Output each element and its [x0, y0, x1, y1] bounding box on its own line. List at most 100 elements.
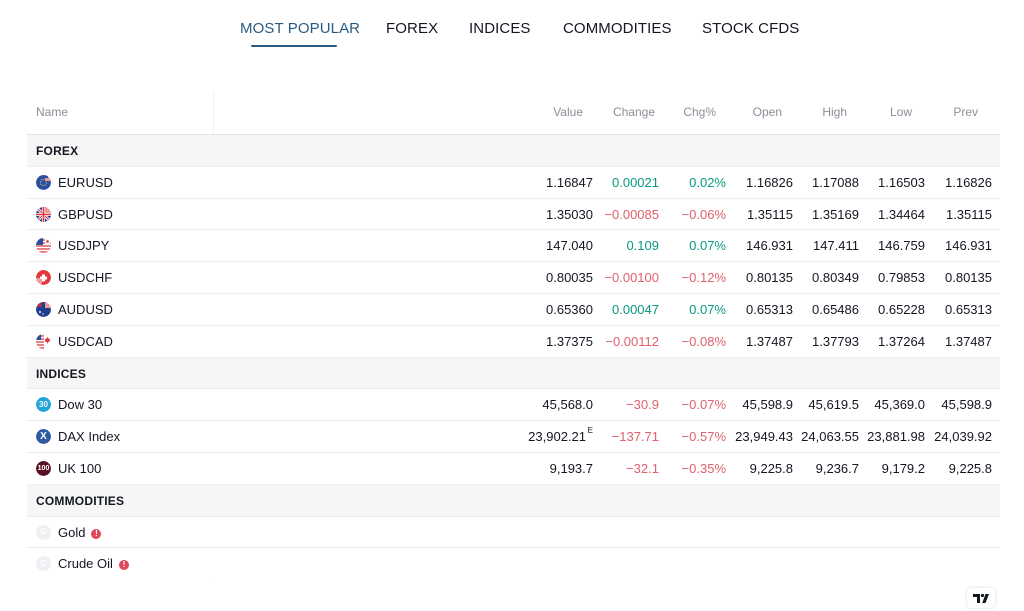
- cell-value: 0.00021: [612, 174, 659, 190]
- table-row[interactable]: AUDUSD 0.65360 0.00047 0.07% 0.65313 0.65486 0…: [27, 293, 1000, 326]
- cell-change: −0.00112: [605, 334, 659, 349]
- table-row[interactable]: 100 UK 100 9,193.7 −32.1 −0.35% 9,225.8 9,236.…: [27, 452, 1000, 485]
- cell-open: 0.65313: [746, 302, 793, 317]
- quotes-table: Name Value Change Chg% Open High Low Pre…: [27, 92, 1000, 582]
- cell-chg-pct: −0.06%: [682, 207, 726, 222]
- cell-value: 0.80035: [546, 270, 593, 286]
- table-row[interactable]: GBPUSD 1.35030 −0.00085 −0.06% 1.35115 1.3516…: [27, 198, 1000, 231]
- cell-value: −0.00112: [605, 333, 659, 349]
- header-open[interactable]: Open: [752, 105, 782, 119]
- symbol-label: USDCHF: [58, 270, 113, 286]
- table-row[interactable]: USDCAD 1.37375 −0.00112 −0.08% 1.37487 1.3779…: [27, 325, 1000, 358]
- symbol-label: Dow 30: [58, 397, 103, 413]
- cell-chg-pct: −0.57%: [682, 429, 726, 444]
- tab-stock-cfds[interactable]: STOCK CFDS: [702, 20, 800, 37]
- cell-value: −0.00085: [604, 206, 659, 222]
- header-high[interactable]: High: [822, 105, 847, 119]
- header-chg-pct[interactable]: Chg%: [683, 105, 716, 119]
- header-low[interactable]: Low: [889, 105, 912, 119]
- cell-open: 0.80135: [746, 270, 793, 285]
- symbol-label: AUDUSD: [58, 301, 113, 317]
- cell-value: 1.16826: [945, 174, 992, 190]
- symbol-name[interactable]: Crude Oil!: [58, 556, 129, 571]
- cell-low: 45,369.0: [874, 397, 925, 412]
- header-prev[interactable]: Prev: [953, 105, 978, 119]
- cell-change: −30.9: [626, 397, 659, 412]
- symbol-name[interactable]: UK 100: [58, 461, 101, 476]
- symbol-name[interactable]: Gold!: [58, 525, 102, 540]
- cell-open: 23,949.43: [735, 429, 793, 444]
- cell-high: 0.80349: [812, 270, 859, 285]
- section-label: INDICES: [36, 366, 87, 381]
- us-ca-flag-icon: [36, 333, 51, 349]
- cell-value: 45,598.9: [941, 397, 992, 413]
- cell-prev: 45,598.9: [941, 397, 992, 412]
- cell-value: 0.65486: [812, 301, 859, 317]
- cell-value: 146.931: [945, 238, 992, 254]
- cell-change: −32.1: [626, 461, 659, 476]
- cell-low: 146.759: [878, 238, 925, 253]
- cell-chg-pct: −0.08%: [682, 334, 726, 349]
- cell-value: 45,568.0: [542, 397, 593, 413]
- us-ch-flag-icon: [36, 270, 51, 286]
- cell-value: 0.07%: [689, 238, 726, 254]
- cell-chg-pct: 0.02%: [689, 175, 726, 190]
- header-change[interactable]: Change: [612, 105, 655, 119]
- cell-value: 9,236.7: [815, 460, 859, 476]
- tab-commodities[interactable]: COMMODITIES: [563, 20, 672, 37]
- cell-value: 24,063.55: [801, 429, 859, 445]
- icon-text: X: [36, 429, 51, 445]
- table-row[interactable]: C Crude Oil!: [27, 548, 1000, 581]
- warning-icon[interactable]: !: [118, 560, 129, 571]
- cell-high: 1.35169: [812, 207, 859, 222]
- gb-us-flag-icon: [36, 206, 51, 222]
- gold-placeholder-icon: G: [36, 524, 51, 540]
- section-label: FOREX: [36, 144, 79, 158]
- cell-value: 24,039.92: [934, 429, 992, 445]
- tab-indices[interactable]: INDICES: [469, 20, 531, 37]
- tradingview-logo-icon[interactable]: [967, 588, 995, 608]
- symbol-name[interactable]: USDJPY: [58, 238, 109, 253]
- table-row[interactable]: USDCHF 0.80035 −0.00100 −0.12% 0.80135 0.8034…: [27, 262, 1000, 294]
- section-indices: INDICES: [27, 357, 1000, 390]
- cell-change: −137.71: [612, 429, 659, 444]
- active-tab-indicator: [251, 45, 337, 47]
- cell-value: 23,881.98: [867, 429, 925, 445]
- symbol-label: GBPUSD: [58, 206, 113, 222]
- cell-value: 23,902.21 E: [528, 426, 593, 444]
- table-row[interactable]: EURUSD 1.16847 0.00021 0.02% 1.16826 1.17088 1…: [27, 166, 1000, 199]
- symbol-name[interactable]: GBPUSD: [58, 207, 113, 222]
- cell-value: 9,225.8: [749, 460, 793, 476]
- cell-value: 0.00047: [612, 301, 659, 317]
- symbol-name[interactable]: USDCHF: [58, 270, 112, 285]
- table-row[interactable]: 30 Dow 30 45,568.0 −30.9 −0.07% 45,598.9 45,61…: [27, 389, 1000, 422]
- cell-change: 0.00021: [612, 175, 659, 190]
- symbol-name[interactable]: Dow 30: [58, 397, 102, 412]
- cell-low: 1.34464: [878, 207, 925, 222]
- symbol-name[interactable]: AUDUSD: [58, 302, 113, 317]
- cell-value: 1.37487: [746, 333, 793, 349]
- section-commodities: COMMODITIES: [27, 484, 1000, 517]
- cell-value: 1.17088: [812, 174, 859, 190]
- warning-icon[interactable]: !: [91, 528, 102, 539]
- cell-value: 0.65313: [746, 301, 793, 317]
- cell-value: 0.79853: [878, 270, 925, 286]
- symbol-name[interactable]: EURUSD: [58, 175, 113, 190]
- table-row[interactable]: X DAX Index 23,902.21 E −137.71 −0.57% 23,949.…: [27, 421, 1000, 453]
- header-value[interactable]: Value: [553, 105, 583, 119]
- symbol-name[interactable]: DAX Index: [58, 429, 120, 444]
- dax-icon: X: [36, 429, 51, 445]
- cell-low: 1.37264: [878, 334, 925, 349]
- cell-low: 0.65228: [878, 302, 925, 317]
- table-row[interactable]: USDJPY 147.040 0.109 0.07% 146.931 147.411 146…: [27, 230, 1000, 263]
- header-name[interactable]: Name: [36, 105, 69, 119]
- cell-value: 146.759: [878, 238, 925, 254]
- symbol-name[interactable]: USDCAD: [58, 334, 113, 349]
- tab-forex[interactable]: FOREX: [386, 20, 439, 37]
- cell-value: 1.37375: [546, 333, 593, 349]
- cell-value: 0.07%: [689, 301, 726, 317]
- cell-chg-pct: 0.07%: [689, 302, 726, 317]
- tab-most-popular[interactable]: MOST POPULAR: [240, 20, 361, 37]
- cell-high: 24,063.55: [801, 429, 859, 444]
- table-row[interactable]: G Gold!: [27, 516, 1000, 549]
